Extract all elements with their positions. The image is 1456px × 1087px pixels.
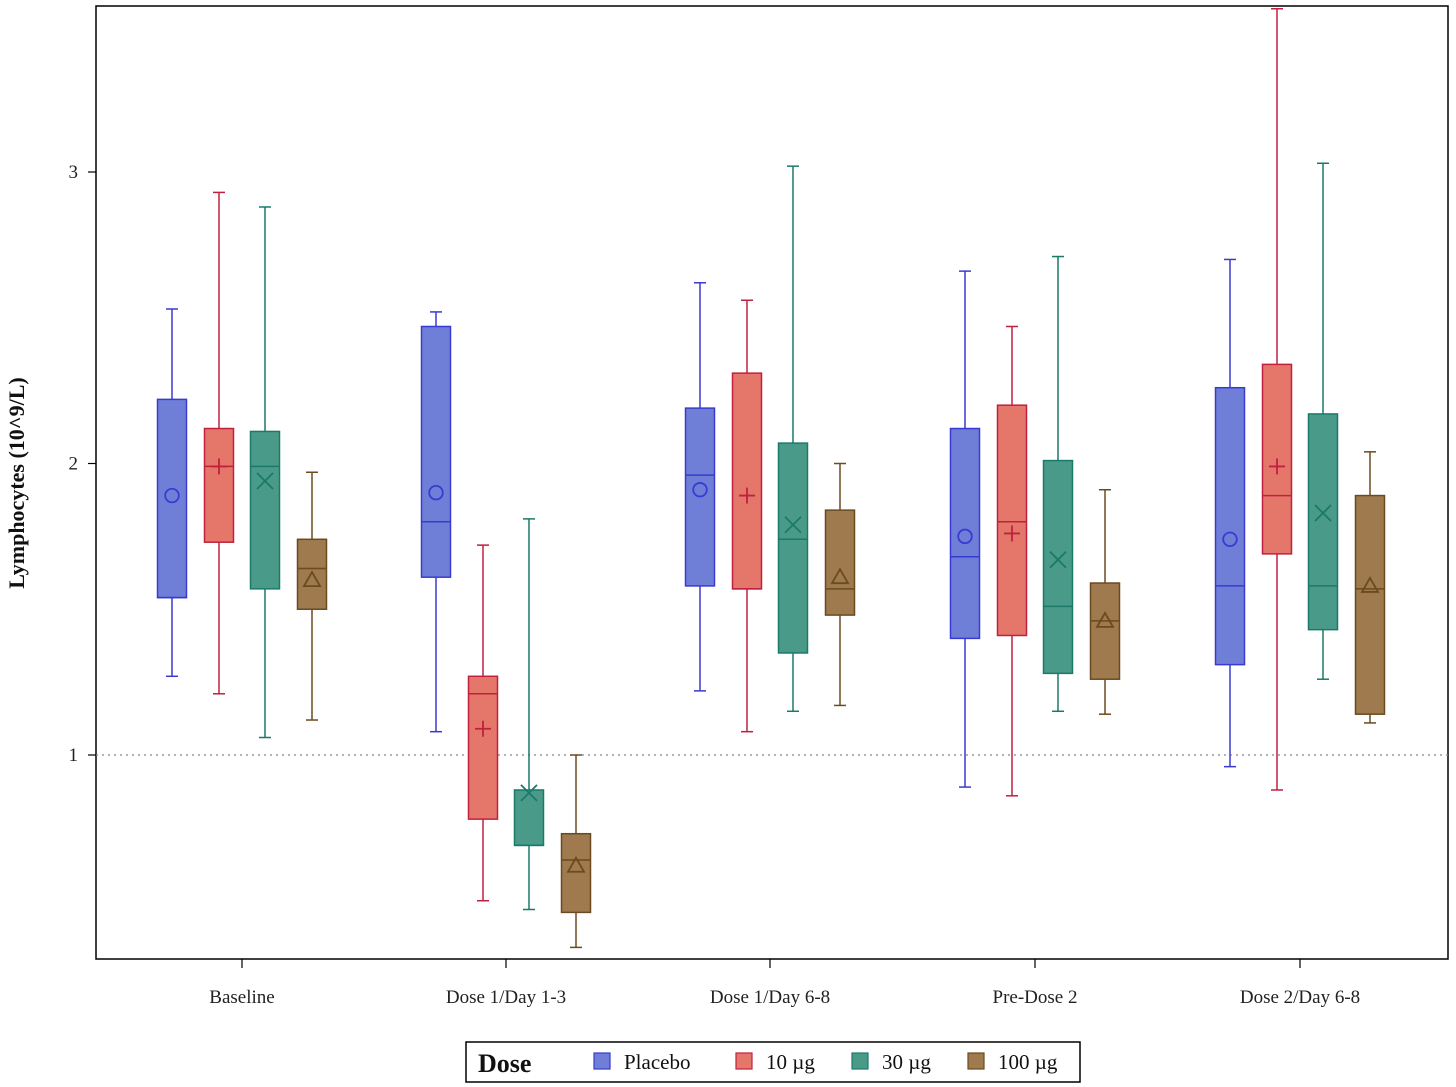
legend-label: 30 µg xyxy=(882,1050,931,1074)
legend-swatch xyxy=(967,1052,985,1070)
mean-marker xyxy=(256,472,274,490)
x-tick-label: Baseline xyxy=(209,987,274,1008)
box-iqr xyxy=(203,427,235,543)
box-iqr xyxy=(824,509,856,616)
mean-marker xyxy=(164,487,180,504)
y-axis-title: Lymphocytes (10^9/L) xyxy=(4,377,29,588)
mean-marker xyxy=(302,570,322,587)
box-iqr xyxy=(156,398,188,599)
mean-marker xyxy=(520,784,538,802)
legend: Dose Placebo 10 µg 30 µg 100 µg xyxy=(465,1041,1081,1083)
y-tick-label: 3 xyxy=(69,162,79,183)
mean-marker xyxy=(1222,531,1238,547)
mean-marker xyxy=(428,484,444,501)
x-tick-label: Dose 1/Day 6-8 xyxy=(710,987,830,1008)
legend-item: 10 µg xyxy=(735,1050,815,1074)
x-tick-label: Dose 1/Day 1-3 xyxy=(446,987,566,1008)
legend-label: Placebo xyxy=(624,1050,690,1074)
box-iqr xyxy=(731,372,763,590)
box-100-ug-2 xyxy=(824,462,856,707)
mean-marker xyxy=(830,567,850,585)
box-Placebo-4 xyxy=(1214,258,1246,768)
box-10-ug-3 xyxy=(996,325,1028,797)
box-Placebo-2 xyxy=(684,282,716,692)
box-iqr xyxy=(560,832,592,914)
box-iqr xyxy=(1354,494,1386,715)
legend-swatch xyxy=(593,1052,611,1070)
box-30-ug-3 xyxy=(1042,255,1074,713)
mean-marker xyxy=(211,458,227,475)
mean-marker xyxy=(1360,576,1380,593)
box-Placebo-0 xyxy=(156,308,188,678)
mean-marker xyxy=(566,855,586,873)
mean-marker xyxy=(475,720,491,737)
mean-marker xyxy=(1314,504,1332,522)
box-iqr xyxy=(996,404,1028,637)
box-Placebo-1 xyxy=(420,311,452,733)
box-100-ug-3 xyxy=(1089,488,1121,715)
mean-marker xyxy=(784,516,802,534)
box-10-ug-2 xyxy=(731,299,763,733)
y-tick-label: 1 xyxy=(69,745,79,766)
box-100-ug-4 xyxy=(1354,451,1386,724)
box-iqr xyxy=(296,538,328,610)
legend-swatch xyxy=(735,1052,753,1070)
box-30-ug-1 xyxy=(513,518,545,911)
legend-swatch xyxy=(851,1052,869,1070)
box-iqr xyxy=(420,325,452,578)
box-10-ug-1 xyxy=(467,544,499,902)
x-tick-label: Pre-Dose 2 xyxy=(993,987,1078,1008)
mean-marker xyxy=(739,487,755,504)
x-tick-label: Dose 2/Day 6-8 xyxy=(1240,987,1360,1008)
box-30-ug-0 xyxy=(249,206,281,739)
mean-marker xyxy=(1004,525,1020,542)
box-Placebo-3 xyxy=(949,270,981,788)
box-iqr xyxy=(1042,459,1074,675)
mean-marker xyxy=(1095,611,1115,628)
mean-marker xyxy=(1269,458,1285,475)
legend-label: 100 µg xyxy=(998,1050,1058,1074)
mean-marker xyxy=(1049,551,1067,569)
box-iqr xyxy=(513,789,545,847)
box-30-ug-4 xyxy=(1307,162,1339,680)
box-iqr xyxy=(1214,386,1246,666)
box-iqr xyxy=(949,427,981,640)
box-10-ug-4 xyxy=(1261,8,1293,791)
box-10-ug-0 xyxy=(203,191,235,695)
mean-marker xyxy=(957,528,973,545)
legend-title: Dose xyxy=(478,1049,531,1078)
legend-item: 30 µg xyxy=(851,1050,931,1074)
box-100-ug-1 xyxy=(560,754,592,949)
legend-item: 100 µg xyxy=(967,1050,1058,1074)
box-iqr xyxy=(777,442,809,654)
box-iqr xyxy=(467,675,499,820)
box-100-ug-0 xyxy=(296,471,328,721)
legend-item: Placebo xyxy=(593,1050,690,1074)
mean-marker xyxy=(692,482,708,498)
y-tick-label: 2 xyxy=(69,454,79,475)
box-30-ug-2 xyxy=(777,165,809,713)
box-iqr xyxy=(1089,582,1121,680)
legend-label: 10 µg xyxy=(766,1050,815,1074)
box-iqr xyxy=(249,430,281,590)
box-iqr xyxy=(1307,413,1339,631)
